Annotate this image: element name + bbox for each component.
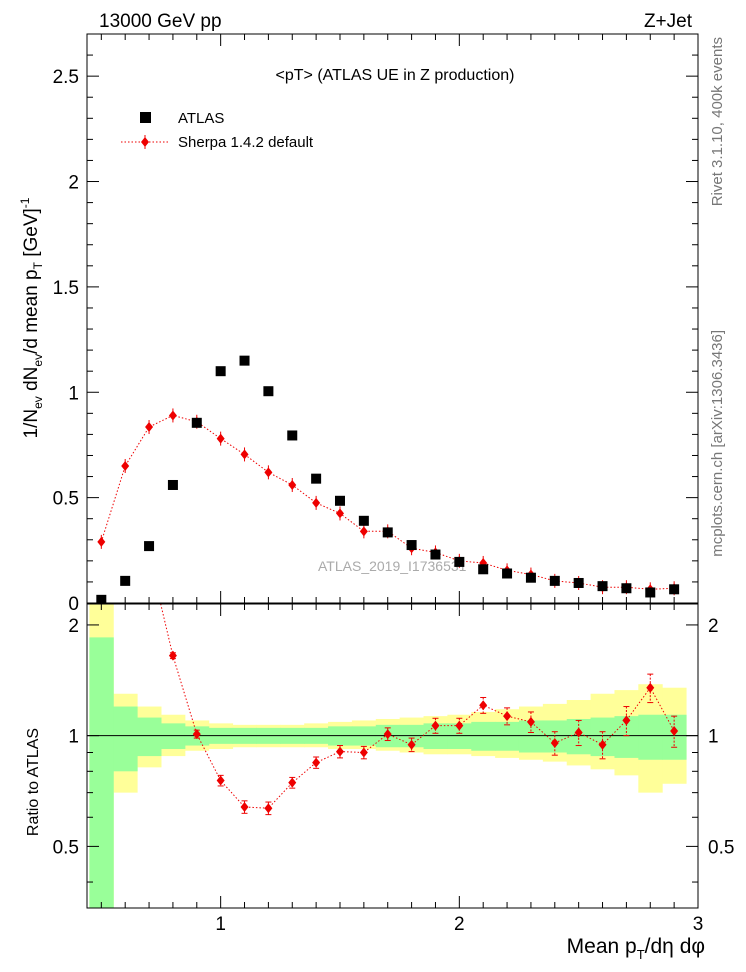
data-point	[358, 515, 369, 526]
mc-ratio-point	[216, 775, 225, 786]
mc-ratio-point	[359, 747, 368, 758]
data-point	[430, 549, 441, 560]
header-left: 13000 GeV pp	[99, 11, 222, 32]
data-point	[669, 584, 680, 595]
main-ytick-label: 1.5	[53, 278, 79, 299]
watermark: ATLAS_2019_I1736531	[318, 558, 467, 574]
mc-ratio-point	[622, 715, 631, 726]
mc-ratio-point	[288, 777, 297, 788]
band-inner	[160, 723, 186, 749]
band-inner	[471, 721, 496, 751]
mc-ratio-point	[503, 711, 512, 722]
data-point	[239, 355, 250, 366]
ratio-panel: 0.5 0.5 1 1 2 2 1 2 3	[53, 603, 734, 935]
mc-ratio-point	[312, 757, 321, 768]
legend-marker-atlas	[140, 112, 151, 123]
data-point	[334, 495, 345, 506]
mc-ratio-point	[455, 720, 464, 731]
mc-point	[168, 410, 177, 421]
ratio-ytick-label: 0.5	[53, 837, 79, 858]
data-point	[382, 527, 393, 538]
mc-ratio-point	[407, 739, 416, 750]
main-panel: 0 0.5 1 1.5 2 2.5	[53, 33, 699, 615]
data-point	[478, 564, 489, 575]
mc-point	[121, 461, 130, 472]
band-inner	[113, 706, 138, 772]
data-point	[645, 587, 656, 598]
mc-ratio-point	[526, 716, 535, 727]
data-point	[597, 581, 608, 592]
main-ytick-label: 0.5	[53, 489, 79, 510]
data-point	[191, 417, 202, 428]
mc-point	[240, 449, 249, 460]
ratio-xtick-label: 3	[693, 914, 704, 935]
data-point	[167, 479, 178, 490]
mcplots-label: mcplots.cern.ch [arXiv:1306.3436]	[709, 330, 726, 557]
ratio-ytick-label: 2	[68, 616, 79, 637]
data-point	[549, 575, 560, 586]
band-inner	[495, 721, 520, 751]
mc-ratio-point	[383, 729, 392, 740]
main-ylabel: 1/Nev dNev/d mean pT [GeV]-1	[18, 197, 45, 438]
main-ytick-label: 2	[68, 173, 79, 194]
mc-ratio-point	[646, 682, 655, 693]
mc-ratio-point	[670, 725, 679, 736]
mc-ratio-point	[431, 720, 440, 731]
mc-point	[335, 508, 344, 519]
xlabel: Mean pT/dη dφ	[567, 935, 705, 962]
mc-ratio-point	[335, 746, 344, 757]
mc-point	[264, 467, 273, 478]
data-point	[311, 473, 322, 484]
main-ytick-label: 1	[68, 383, 79, 404]
ratio-frame	[86, 603, 699, 909]
data-point	[144, 541, 155, 552]
ratio-ytick-label-right: 0.5	[708, 837, 734, 858]
rivet-label: Rivet 3.1.10, 400k events	[709, 37, 726, 206]
data-point	[502, 568, 513, 579]
legend: ATLAS Sherpa 1.4.2 default	[121, 110, 314, 151]
mc-ratio-point	[550, 738, 559, 749]
mc-point	[312, 497, 321, 508]
data-point	[215, 366, 226, 377]
mc-ratio-point	[574, 727, 583, 738]
mc-ratio-point	[240, 801, 249, 812]
data-point	[621, 583, 632, 594]
mc-point	[288, 479, 297, 490]
band-inner	[638, 714, 663, 760]
data-point	[287, 430, 298, 441]
ratio-ytick-label-right: 2	[708, 616, 719, 637]
mc-ratio-point	[479, 700, 488, 711]
data-point	[120, 575, 131, 586]
band-inner	[89, 637, 114, 908]
legend-label-mc: Sherpa 1.4.2 default	[178, 134, 314, 151]
ratio-ylabel: Ratio to ATLAS	[25, 728, 42, 836]
data-point	[263, 386, 274, 397]
mc-ratio-point	[192, 729, 201, 740]
mc-point	[97, 536, 106, 547]
mc-point	[359, 526, 368, 537]
mc-ratio-point	[598, 739, 607, 750]
ratio-ytick-label: 1	[68, 727, 79, 748]
data-point	[406, 540, 417, 551]
mc-point	[145, 422, 154, 433]
main-frame	[86, 33, 699, 604]
main-ytick-label: 2.5	[53, 67, 79, 88]
main-ytick-label: 0	[68, 594, 79, 615]
ratio-xtick-label: 2	[454, 914, 465, 935]
mc-point	[216, 433, 225, 444]
ratio-ytick-label-right: 1	[708, 727, 719, 748]
header-right: Z+Jet	[644, 11, 693, 32]
legend-marker-mc	[141, 137, 149, 147]
data-point	[573, 577, 584, 588]
main-title: <pT> (ATLAS UE in Z production)	[276, 67, 515, 84]
mc-ratio-point	[264, 803, 273, 814]
legend-label-atlas: ATLAS	[178, 110, 224, 127]
mc-ratio-point	[168, 650, 177, 661]
data-point	[525, 572, 536, 583]
ratio-xtick-label: 1	[215, 914, 226, 935]
data-point	[454, 556, 465, 567]
band-inner	[137, 717, 162, 757]
